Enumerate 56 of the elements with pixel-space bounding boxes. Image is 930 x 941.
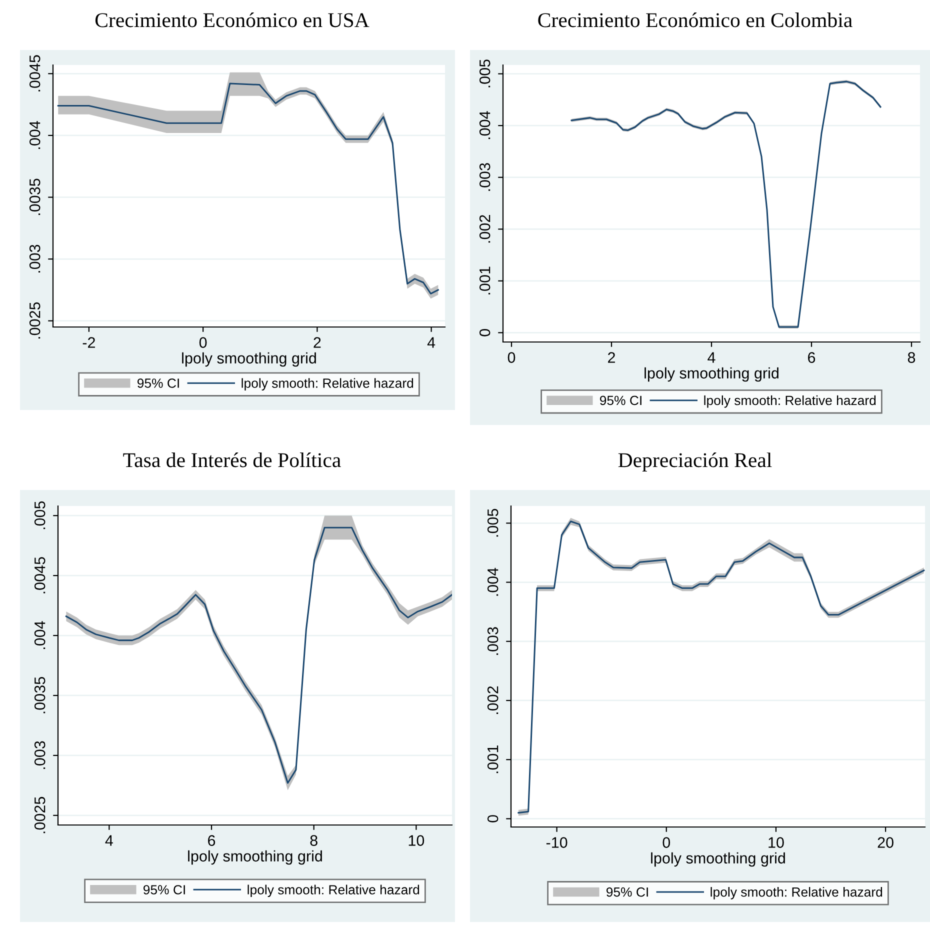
y-tick-label: .0045 — [34, 557, 46, 594]
x-tick-label: -10 — [546, 837, 568, 848]
x-tick-label: 10 — [768, 837, 784, 848]
y-tick-label: .004 — [34, 621, 46, 649]
y-tick-label: 0 — [479, 329, 490, 336]
text: 95% CI — [606, 887, 648, 897]
y-tick-label: .004 — [487, 568, 498, 596]
x-tick-label: 6 — [208, 835, 216, 846]
x-tick-label: -2 — [82, 337, 95, 348]
x-axis-title: lpoly smoothing grid — [182, 352, 316, 367]
y-tick-label: .0025 — [29, 302, 40, 339]
y-tick-label: .001 — [479, 266, 490, 294]
x-tick-label: 0 — [662, 837, 670, 848]
y-tick-label: .004 — [479, 111, 490, 140]
x-tick-label: 4 — [427, 337, 436, 348]
y-tick-label: .005 — [479, 60, 490, 88]
y-tick-label: .005 — [34, 501, 46, 530]
chart-title: Tasa de Interés de Política — [123, 452, 341, 468]
x-tick-label: 4 — [708, 352, 716, 363]
text: 95% CI — [137, 378, 179, 388]
y-tick-label: .0035 — [34, 677, 46, 714]
x-axis-title: lpoly smoothing grid — [651, 852, 785, 867]
x-tick-label: 8 — [908, 352, 916, 363]
x-tick-label: 0 — [508, 352, 516, 363]
text: 95% CI — [143, 885, 185, 894]
x-tick-label: 8 — [310, 835, 318, 846]
legend-label: lpoly smooth: Relative hazard — [710, 887, 882, 900]
x-tick-label: 20 — [878, 837, 894, 848]
legend-label: lpoly smooth: Relative hazard — [248, 884, 420, 898]
y-tick-label: .0035 — [29, 178, 40, 215]
x-tick-label: 2 — [608, 352, 615, 363]
x-tick-label: 6 — [808, 352, 816, 363]
y-tick-label: 0 — [487, 815, 498, 822]
x-axis-title: lpoly smoothing grid — [188, 850, 322, 865]
chart-title: Crecimiento Económico en USA — [95, 12, 370, 28]
y-tick-label: .002 — [487, 686, 498, 714]
y-tick-label: .003 — [34, 741, 46, 769]
chart-title: Depreciación Real — [618, 452, 772, 472]
y-tick-label: .0025 — [34, 796, 46, 834]
y-tick-label: .003 — [29, 244, 40, 272]
y-tick-label: .0045 — [29, 55, 40, 92]
y-tick-label: .003 — [479, 163, 490, 191]
x-tick-label: 10 — [408, 835, 424, 846]
x-axis-title: lpoly smoothing grid — [644, 367, 778, 382]
y-tick-label: .002 — [479, 215, 490, 243]
text: 95% CI — [600, 396, 642, 406]
y-tick-label: .001 — [487, 745, 498, 774]
y-tick-label: .005 — [487, 508, 498, 537]
x-tick-label: 2 — [314, 337, 321, 348]
legend-label: lpoly smooth: Relative hazard — [704, 395, 876, 408]
x-tick-label: 0 — [199, 337, 207, 348]
legend-label: lpoly smooth: Relative hazard — [242, 378, 414, 390]
x-tick-label: 4 — [105, 835, 113, 846]
y-tick-label: .003 — [487, 627, 498, 655]
y-tick-label: .004 — [29, 121, 40, 149]
chart-title: Crecimiento Económico en Colombia — [538, 12, 852, 28]
